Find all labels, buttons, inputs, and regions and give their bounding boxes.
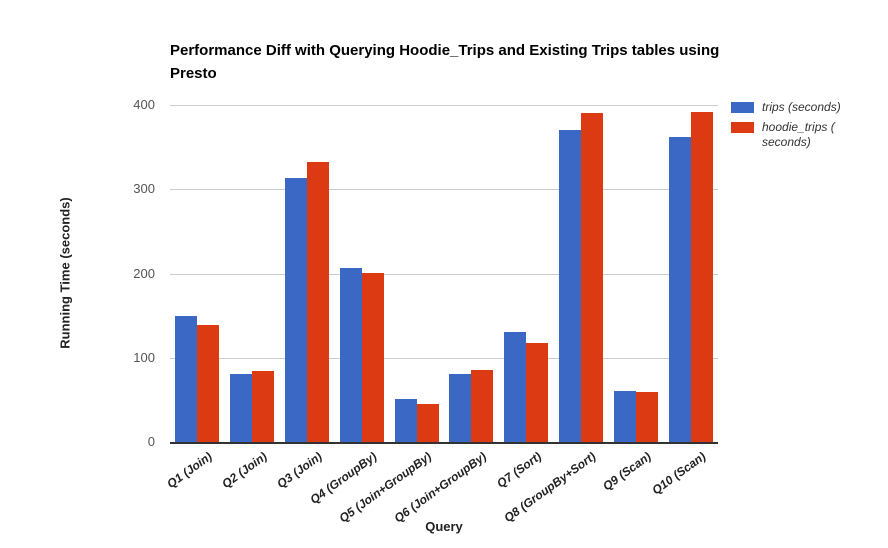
bar-trips-q2 xyxy=(230,373,253,442)
bar-group-q8 xyxy=(554,105,609,442)
bar-trips-q9 xyxy=(613,391,636,442)
x-tick-label-q5: Q5 (Join+GroupBy) xyxy=(336,449,435,526)
bar-group-q10 xyxy=(663,105,718,442)
legend-item-hoodie-trips: hoodie_trips ( seconds) xyxy=(731,120,866,150)
plot-area xyxy=(170,105,718,444)
chart-title: Performance Diff with Querying Hoodie_Tr… xyxy=(170,42,720,82)
bar-groups xyxy=(170,105,718,442)
bar-group-q7 xyxy=(499,105,554,442)
x-tick-label-q3: Q3 (Join) xyxy=(274,449,325,492)
legend-label-hoodie-trips: hoodie_trips ( seconds) xyxy=(762,120,835,149)
legend-swatch-trips xyxy=(731,102,754,113)
bar-trips-q8 xyxy=(558,130,581,442)
gridline-200 xyxy=(170,273,718,275)
bar-hoodie-trips-q7 xyxy=(526,343,549,442)
x-tick-label-q1: Q1 (Join) xyxy=(164,449,216,492)
legend-item-trips: trips (seconds) xyxy=(731,100,866,115)
bar-trips-q10 xyxy=(668,137,691,442)
bar-group-q3 xyxy=(280,105,335,442)
bar-trips-q4 xyxy=(339,267,362,442)
bar-group-q4 xyxy=(334,105,389,442)
bar-group-q1 xyxy=(170,105,225,442)
bar-trips-q6 xyxy=(449,373,472,442)
legend-swatch-hoodie-trips xyxy=(731,122,754,133)
bar-trips-q1 xyxy=(175,315,198,442)
y-axis-title: Running Time (seconds) xyxy=(57,197,73,349)
y-tick-label-100: 100 xyxy=(133,349,155,365)
y-tick-label-300: 300 xyxy=(133,181,155,197)
x-tick-label-q8: Q8 (GroupBy+Sort) xyxy=(501,449,599,525)
x-axis-title: Query xyxy=(425,519,463,534)
gridline-400 xyxy=(170,105,718,106)
bar-group-q9 xyxy=(608,105,663,442)
gridline-100 xyxy=(170,357,718,359)
bar-trips-q3 xyxy=(284,178,307,442)
bar-hoodie-trips-q10 xyxy=(690,111,713,442)
bar-hoodie-trips-q8 xyxy=(580,113,603,442)
bar-group-q5 xyxy=(389,105,444,442)
bar-hoodie-trips-q1 xyxy=(197,324,220,442)
bar-hoodie-trips-q2 xyxy=(252,371,275,442)
legend-label-trips: trips (seconds) xyxy=(762,100,841,114)
x-tick-label-q7: Q7 (Sort) xyxy=(494,449,544,491)
x-axis-baseline xyxy=(170,442,718,444)
y-tick-label-0: 0 xyxy=(147,434,155,449)
bar-hoodie-trips-q6 xyxy=(471,370,494,442)
bar-hoodie-trips-q3 xyxy=(306,162,329,442)
bar-hoodie-trips-q4 xyxy=(361,272,384,442)
bar-hoodie-trips-q9 xyxy=(635,392,658,442)
y-tick-label-200: 200 xyxy=(133,265,155,281)
x-tick-label-q6: Q6 (Join+GroupBy) xyxy=(391,449,490,526)
x-tick-label-q2: Q2 (Join) xyxy=(219,449,270,492)
bar-trips-q7 xyxy=(504,331,527,442)
bar-group-q6 xyxy=(444,105,499,442)
bar-trips-q5 xyxy=(394,399,417,442)
y-tick-label-400: 400 xyxy=(133,97,155,112)
legend: trips (seconds) hoodie_trips ( seconds) xyxy=(731,100,866,150)
x-tick-label-q10: Q10 (Scan) xyxy=(649,449,709,498)
bar-hoodie-trips-q5 xyxy=(416,404,439,442)
bar-group-q2 xyxy=(225,105,280,442)
gridline-300 xyxy=(170,189,718,191)
x-tick-label-q9: Q9 (Scan) xyxy=(599,449,654,494)
